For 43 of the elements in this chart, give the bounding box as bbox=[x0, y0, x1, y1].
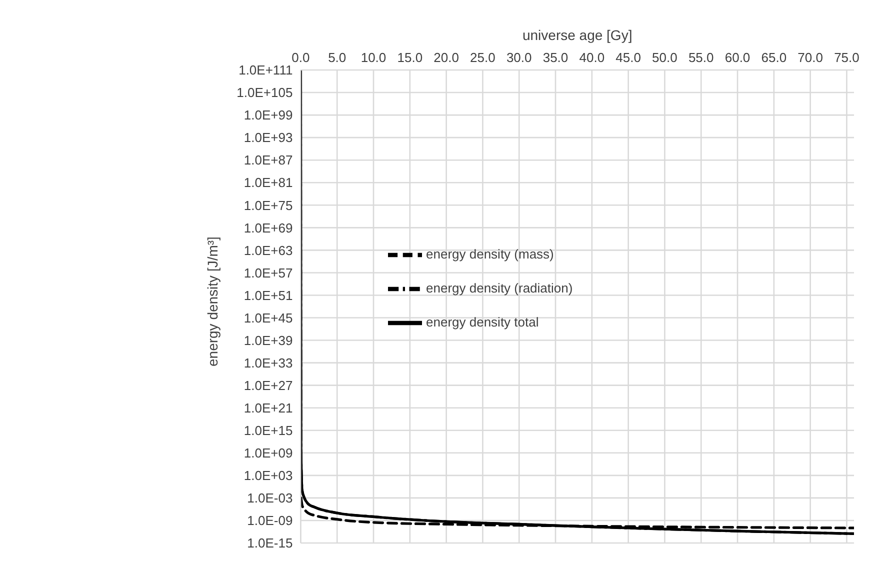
y-tick-label: 1.0E+39 bbox=[244, 332, 293, 348]
y-tick-label: 1.0E+105 bbox=[236, 85, 293, 100]
y-tick-label: 1.0E+27 bbox=[244, 378, 293, 393]
y-tick-label: 1.0E+111 bbox=[238, 62, 293, 78]
legend-label: energy density (radiation) bbox=[426, 280, 573, 296]
y-tick-label: 1.0E-15 bbox=[247, 536, 293, 551]
y-tick-label: 1.0E+45 bbox=[244, 310, 293, 326]
x-tick-label: 40.0 bbox=[579, 50, 605, 65]
y-tick-label: 1.0E+93 bbox=[244, 130, 293, 146]
x-tick-label: 55.0 bbox=[688, 50, 714, 65]
x-tick-label: 20.0 bbox=[434, 50, 459, 65]
y-tick-label: 1.0E+75 bbox=[244, 198, 293, 213]
y-tick-label: 1.0E+99 bbox=[244, 108, 293, 123]
y-tick-label: 1.0E+57 bbox=[244, 265, 293, 280]
y-tick-label: 1.0E+21 bbox=[244, 400, 293, 416]
x-tick-label: 70.0 bbox=[798, 50, 823, 65]
y-tick-label: 1.0E+87 bbox=[244, 152, 293, 168]
legend-label: energy density (mass) bbox=[426, 246, 554, 262]
y-tick-label: 1.0E+63 bbox=[244, 242, 293, 258]
x-tick-label: 25.0 bbox=[470, 50, 496, 65]
x-axis-title: universe age [Gy] bbox=[522, 26, 632, 43]
x-tick-label: 5.0 bbox=[328, 50, 346, 65]
x-tick-label: 50.0 bbox=[652, 50, 678, 65]
y-tick-label: 1.0E+81 bbox=[244, 175, 293, 190]
x-tick-label: 65.0 bbox=[761, 50, 787, 65]
x-tick-label: 15.0 bbox=[397, 50, 423, 65]
y-tick-label: 1.0E+69 bbox=[244, 220, 293, 236]
y-tick-label: 1.0E+09 bbox=[244, 446, 293, 461]
y-tick-label: 1.0E+33 bbox=[244, 355, 293, 370]
y-axis-title: energy density [J/m³] bbox=[204, 236, 221, 366]
x-tick-label: 35.0 bbox=[542, 50, 568, 65]
legend-label: energy density total bbox=[426, 314, 539, 330]
y-tick-label: 1.0E+15 bbox=[244, 422, 293, 438]
y-tick-label: 1.0E-09 bbox=[247, 513, 293, 528]
x-tick-label: 30.0 bbox=[506, 50, 532, 65]
y-tick-label: 1.0E+51 bbox=[244, 288, 293, 303]
x-tick-label: 45.0 bbox=[616, 50, 641, 65]
y-tick-label: 1.0E+03 bbox=[244, 468, 293, 484]
x-tick-label: 10.0 bbox=[360, 50, 386, 65]
y-tick-label: 1.0E-03 bbox=[247, 490, 293, 506]
x-tick-label: 60.0 bbox=[724, 50, 750, 65]
x-tick-label: 75.0 bbox=[834, 50, 860, 65]
x-tick-label: 0.0 bbox=[292, 50, 310, 65]
